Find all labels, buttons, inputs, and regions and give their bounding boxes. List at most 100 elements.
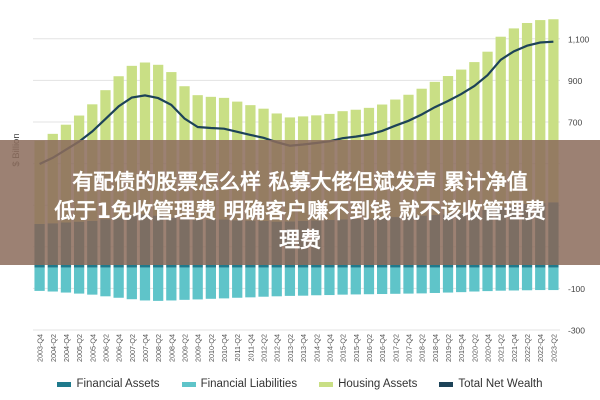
x-tick-label: 2015-Q4 bbox=[352, 334, 361, 362]
bar-housing-assets bbox=[482, 51, 493, 210]
bar-financial-liabilities bbox=[324, 267, 335, 296]
bar-housing-assets bbox=[508, 28, 520, 206]
bar-financial-liabilities bbox=[376, 267, 388, 295]
bar-financial-liabilities bbox=[205, 267, 217, 299]
bar-financial-liabilities bbox=[416, 267, 427, 294]
headline-line-3: 理费 bbox=[279, 228, 321, 252]
bar-housing-assets bbox=[548, 19, 559, 203]
bar-financial-liabilities bbox=[521, 267, 533, 291]
x-tick-label: 2018-Q4 bbox=[431, 334, 440, 362]
x-tick-label: 2009-Q4 bbox=[194, 334, 203, 362]
bar-housing-assets bbox=[521, 22, 533, 204]
bar-financial-liabilities bbox=[139, 267, 151, 301]
x-tick-label: 2022-Q4 bbox=[536, 334, 545, 362]
bar-financial-liabilities bbox=[192, 267, 203, 300]
legend-swatch-housing-assets bbox=[319, 381, 334, 387]
x-tick-label: 2020-Q4 bbox=[484, 334, 493, 362]
bar-financial-liabilities bbox=[113, 267, 124, 298]
y-tick-label: 700 bbox=[568, 118, 582, 128]
x-tick-label: 2016-Q4 bbox=[378, 334, 387, 362]
bar-financial-liabilities bbox=[297, 267, 309, 296]
x-tick-label: 2015-Q2 bbox=[339, 334, 348, 362]
bar-financial-liabilities bbox=[87, 267, 98, 295]
y-tick-label: 900 bbox=[568, 76, 582, 86]
x-tick-label: 2008-Q4 bbox=[167, 334, 176, 362]
headline-overlay bbox=[0, 140, 600, 265]
legend-item-total-net-wealth: Total Net Wealth bbox=[439, 378, 543, 390]
legend-item-financial-assets: Financial Assets bbox=[57, 378, 160, 390]
legend-item-financial-liabilities: Financial Liabilities bbox=[181, 378, 298, 390]
x-tick-label: 2012-Q2 bbox=[260, 334, 269, 362]
x-tick-label: 2017-Q2 bbox=[391, 334, 400, 362]
bar-financial-liabilities bbox=[456, 267, 467, 293]
bar-financial-liabilities bbox=[508, 267, 520, 291]
bar-financial-liabilities bbox=[311, 267, 322, 296]
x-tick-label: 2023-Q2 bbox=[549, 334, 558, 362]
headline[interactable]: 有配债的股票怎么样 私募大佬但斌发声 累计净值 低于1免收管理费 明确客户赚不到… bbox=[0, 168, 600, 255]
y-tick-label: 1,100 bbox=[568, 34, 590, 44]
bar-financial-liabilities bbox=[350, 267, 361, 295]
x-tick-label: 2021-Q2 bbox=[497, 334, 506, 362]
x-tick-label: 2022-Q2 bbox=[523, 334, 532, 362]
x-tick-label: 2011-Q4 bbox=[246, 334, 255, 361]
bar-financial-liabilities bbox=[337, 267, 348, 295]
bar-housing-assets bbox=[139, 62, 151, 215]
x-tick-label: 2008-Q2 bbox=[154, 334, 163, 362]
x-tick-label: 2019-Q2 bbox=[444, 334, 453, 362]
bar-financial-liabilities bbox=[47, 267, 58, 292]
x-tick-label: 2013-Q2 bbox=[286, 334, 295, 362]
x-tick-label: 2014-Q4 bbox=[325, 334, 334, 362]
bar-financial-liabilities bbox=[245, 267, 256, 298]
legend-swatch-total-net-wealth bbox=[439, 381, 454, 387]
headline-line-2: 低于1免收管理费 明确客户赚不到钱 就不该收管理费 bbox=[54, 199, 546, 223]
x-tick-label: 2011-Q2 bbox=[233, 334, 242, 361]
x-tick-label: 2012-Q4 bbox=[273, 334, 282, 362]
bar-financial-liabilities bbox=[73, 267, 85, 294]
bar-financial-liabilities bbox=[34, 267, 45, 291]
x-tick-label: 2014-Q2 bbox=[312, 334, 321, 362]
legend-label-financial-liabilities: Financial Liabilities bbox=[200, 378, 298, 390]
bar-financial-liabilities bbox=[218, 267, 230, 299]
bar-financial-liabilities bbox=[548, 267, 559, 291]
bar-financial-liabilities bbox=[179, 267, 190, 300]
bar-financial-liabilities bbox=[495, 267, 506, 291]
legend-swatch-financial-liabilities bbox=[181, 381, 196, 387]
x-tick-label: 2021-Q4 bbox=[510, 334, 519, 362]
x-tick-label: 2007-Q2 bbox=[128, 334, 137, 362]
x-tick-label: 2006-Q4 bbox=[115, 334, 124, 362]
x-tick-label: 2018-Q2 bbox=[418, 334, 427, 362]
bar-financial-liabilities bbox=[166, 267, 177, 301]
bar-financial-liabilities bbox=[258, 267, 269, 297]
legend-label-housing-assets: Housing Assets bbox=[338, 378, 418, 390]
bar-financial-liabilities bbox=[363, 267, 375, 295]
x-tick-label: 2009-Q2 bbox=[181, 334, 190, 362]
legend-item-housing-assets: Housing Assets bbox=[319, 378, 417, 390]
x-tick-label: 2005-Q2 bbox=[75, 334, 84, 362]
bar-financial-liabilities bbox=[390, 267, 401, 294]
bar-financial-liabilities bbox=[232, 267, 243, 298]
x-tick-label: 2017-Q4 bbox=[405, 334, 414, 362]
bar-financial-liabilities bbox=[403, 267, 414, 294]
y-tick-label: -300 bbox=[568, 326, 585, 336]
x-tick-label: 2005-Q4 bbox=[88, 334, 97, 362]
x-tick-label: 2006-Q2 bbox=[102, 334, 111, 362]
x-tick-label: 2020-Q2 bbox=[470, 334, 479, 362]
chart-legend: Financial Assets Financial Liabilities H… bbox=[0, 374, 600, 394]
x-tick-label: 2016-Q2 bbox=[365, 334, 374, 362]
bar-financial-liabilities bbox=[442, 267, 454, 293]
bar-financial-liabilities bbox=[284, 267, 296, 296]
x-tick-label: 2003-Q4 bbox=[36, 334, 45, 362]
bar-housing-assets bbox=[495, 36, 506, 208]
bar-financial-liabilities bbox=[271, 267, 282, 297]
legend-label-financial-assets: Financial Assets bbox=[76, 378, 160, 390]
bar-financial-liabilities bbox=[153, 267, 164, 301]
x-tick-label: 2013-Q4 bbox=[299, 334, 308, 362]
x-tick-label: 2007-Q4 bbox=[141, 334, 150, 362]
bar-financial-liabilities bbox=[60, 267, 72, 293]
bar-financial-liabilities bbox=[429, 267, 440, 293]
x-tick-label: 2004-Q2 bbox=[49, 334, 58, 362]
headline-line-1: 有配债的股票怎么样 私募大佬但斌发声 累计净值 bbox=[72, 170, 528, 194]
bar-housing-assets bbox=[469, 62, 480, 212]
bar-financial-liabilities bbox=[482, 267, 493, 292]
bar-financial-liabilities bbox=[126, 267, 137, 300]
